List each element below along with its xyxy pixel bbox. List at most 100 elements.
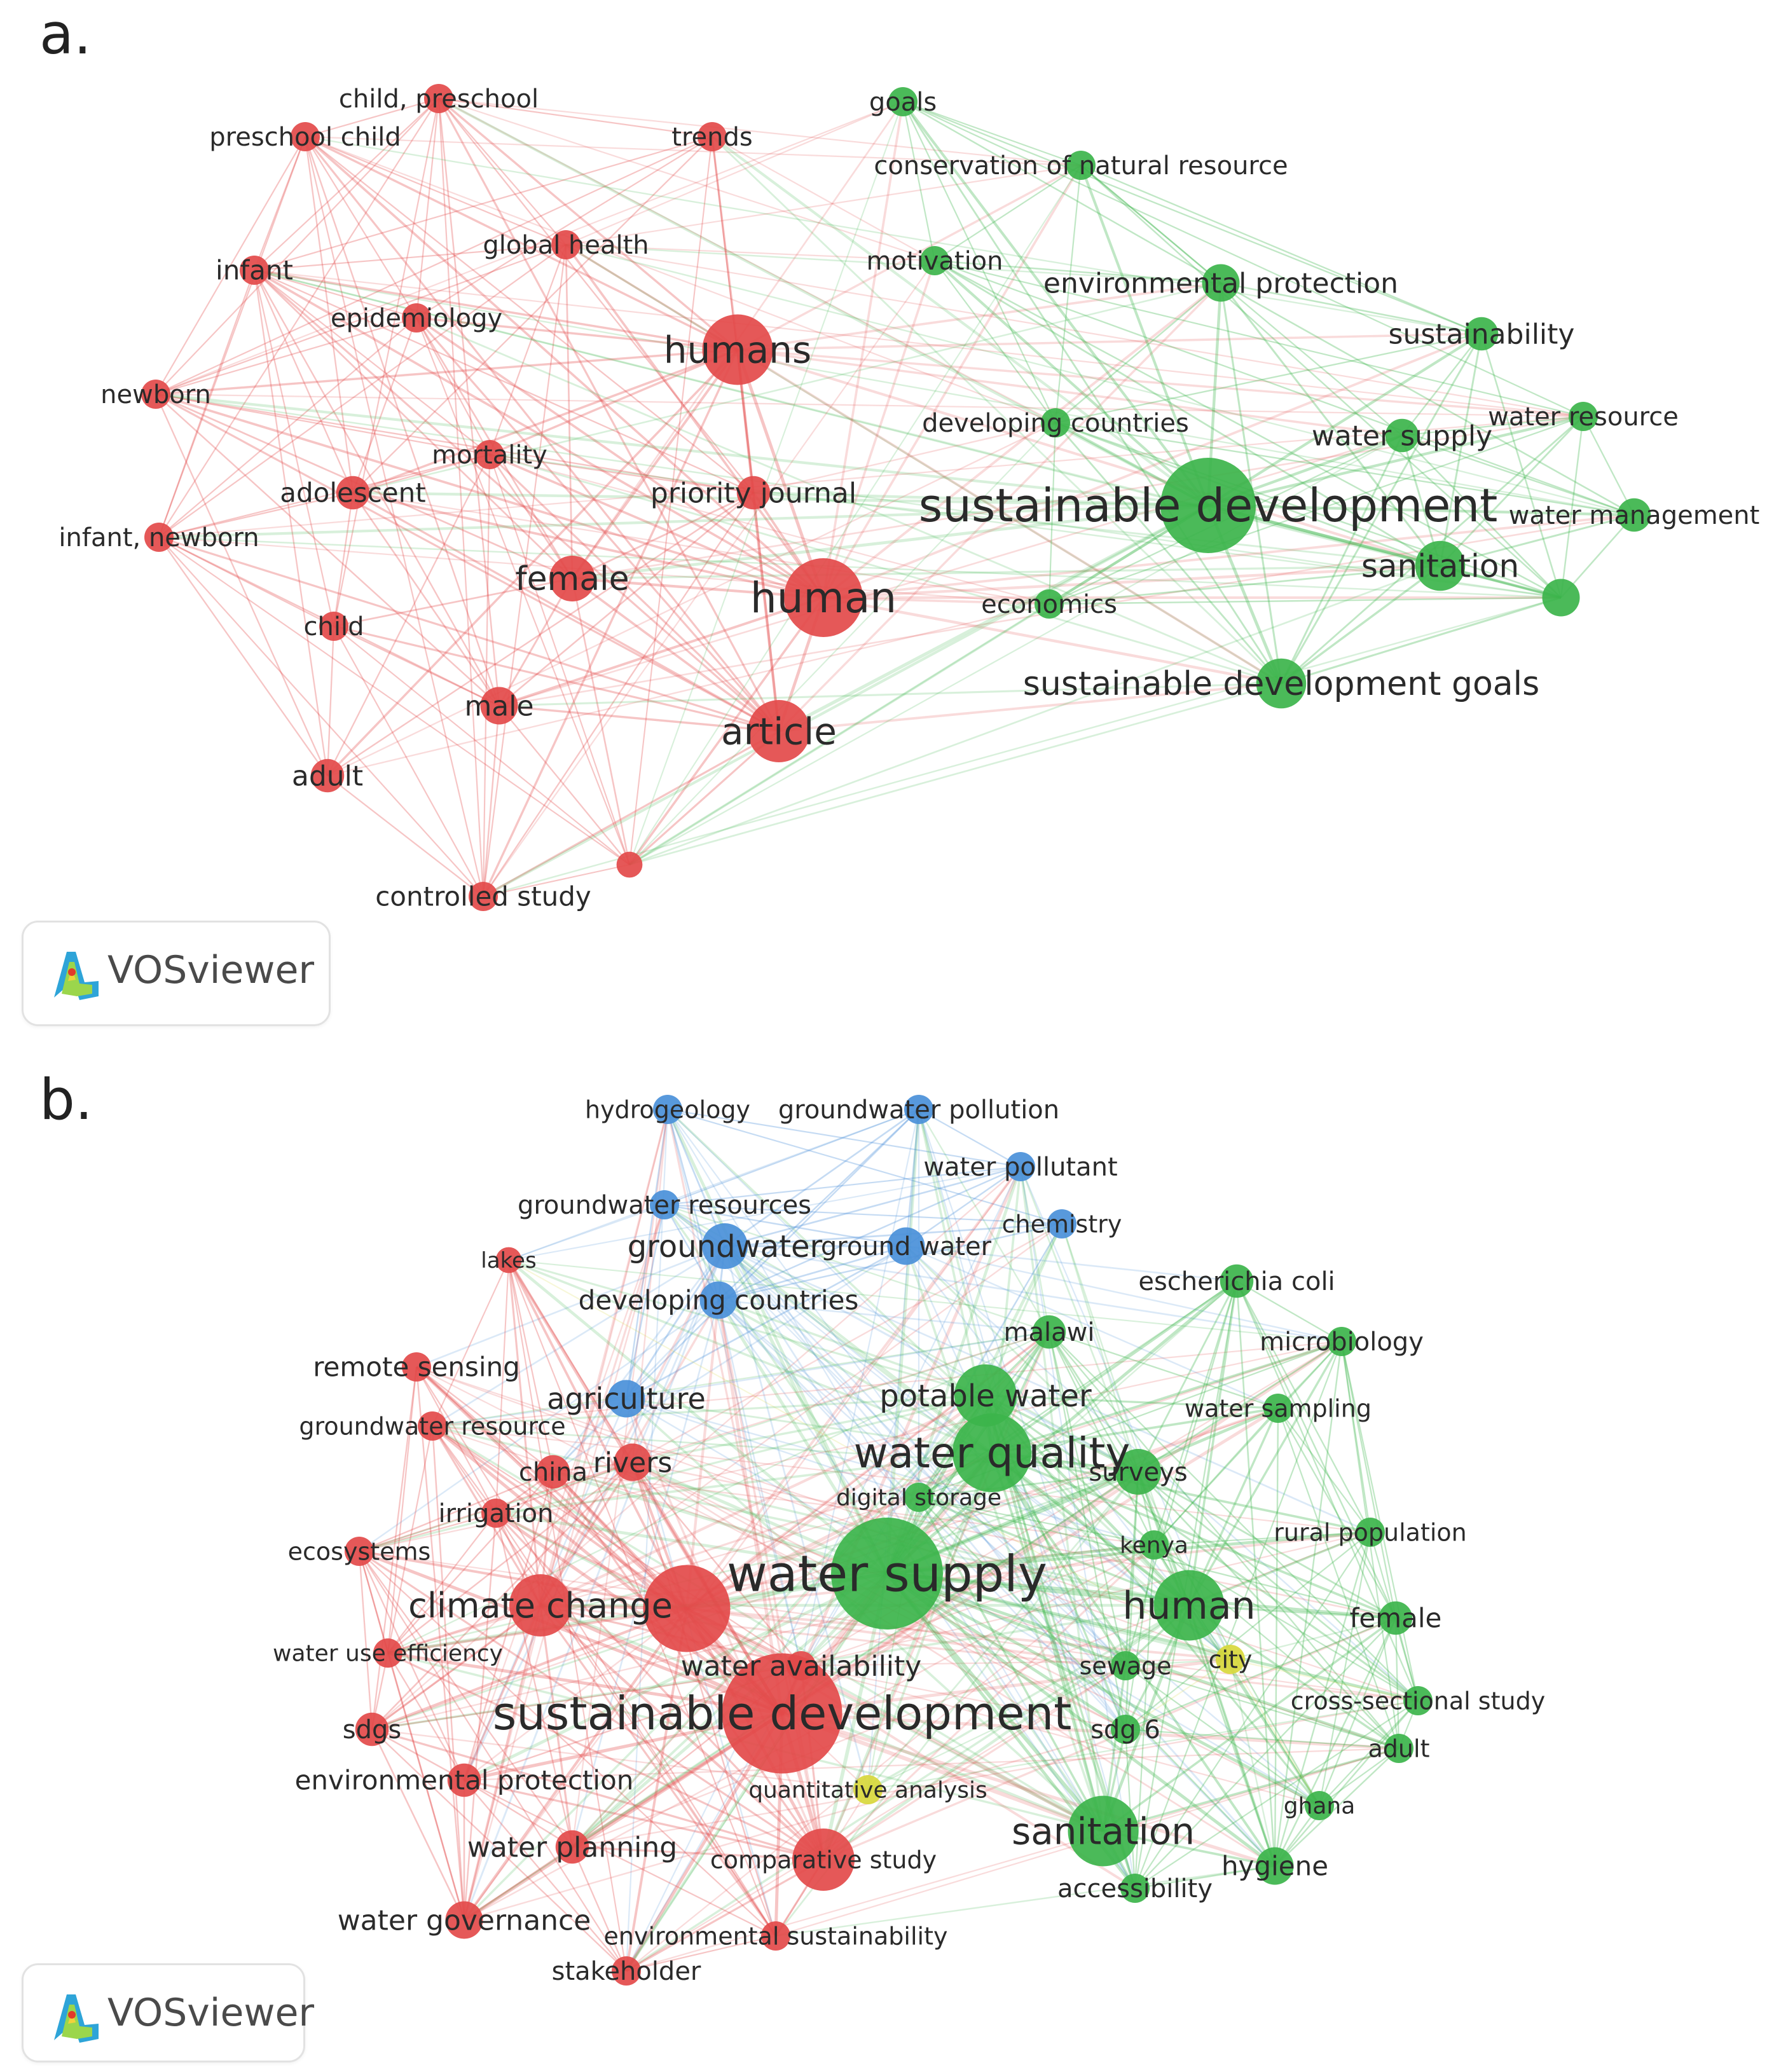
network-link bbox=[1134, 1700, 1419, 1889]
network-link bbox=[483, 504, 1209, 898]
network-node[interactable] bbox=[607, 1380, 645, 1418]
network-node[interactable] bbox=[736, 476, 771, 510]
network-node[interactable] bbox=[1385, 418, 1419, 453]
network-node[interactable] bbox=[831, 1518, 943, 1629]
network-link bbox=[437, 97, 739, 351]
network-link bbox=[488, 244, 567, 455]
network-node[interactable] bbox=[141, 380, 170, 409]
network-node[interactable] bbox=[1263, 1394, 1293, 1423]
network-node[interactable] bbox=[1111, 1715, 1140, 1744]
vosviewer-logo-text: VOSviewer bbox=[107, 948, 315, 992]
network-link bbox=[155, 393, 490, 456]
network-node[interactable] bbox=[853, 1775, 883, 1804]
network-node[interactable] bbox=[1356, 1518, 1385, 1547]
network-link bbox=[991, 1280, 1238, 1454]
network-node[interactable] bbox=[144, 523, 174, 552]
network-link bbox=[507, 1259, 888, 1575]
network-node[interactable] bbox=[480, 687, 518, 725]
network-node[interactable] bbox=[1256, 658, 1307, 709]
network-node[interactable] bbox=[1160, 458, 1256, 553]
network-node[interactable] bbox=[1111, 1651, 1140, 1680]
network-node[interactable] bbox=[1464, 317, 1499, 351]
network-node[interactable] bbox=[1415, 540, 1466, 591]
network-node[interactable] bbox=[336, 476, 370, 510]
network-node[interactable] bbox=[551, 230, 581, 259]
network-node[interactable] bbox=[702, 1223, 748, 1269]
network-node[interactable] bbox=[1115, 1449, 1161, 1495]
network-node[interactable] bbox=[722, 1653, 842, 1774]
network-node[interactable] bbox=[418, 1411, 447, 1441]
network-node[interactable] bbox=[1139, 1530, 1169, 1560]
network-node[interactable] bbox=[653, 1095, 682, 1124]
network-node[interactable] bbox=[481, 1499, 511, 1528]
network-node[interactable] bbox=[310, 758, 345, 793]
network-node[interactable] bbox=[643, 1565, 731, 1652]
network-node[interactable] bbox=[954, 1364, 1017, 1427]
network-node[interactable] bbox=[1202, 264, 1240, 302]
network-node[interactable] bbox=[904, 1095, 933, 1124]
network-node[interactable] bbox=[1220, 1264, 1254, 1298]
network-node[interactable] bbox=[240, 256, 269, 285]
network-node[interactable] bbox=[1256, 1847, 1294, 1885]
network-node[interactable] bbox=[355, 1712, 389, 1746]
network-node[interactable] bbox=[1403, 1686, 1433, 1715]
network-node[interactable] bbox=[952, 1413, 1031, 1492]
network-node[interactable] bbox=[1216, 1645, 1245, 1674]
network-node[interactable] bbox=[445, 1901, 483, 1939]
network-link bbox=[482, 349, 739, 897]
network-node[interactable] bbox=[1153, 1570, 1225, 1641]
network-node[interactable] bbox=[1379, 1601, 1413, 1635]
network-node[interactable] bbox=[549, 556, 595, 601]
network-node[interactable] bbox=[1542, 579, 1580, 617]
network-node[interactable] bbox=[1120, 1874, 1150, 1903]
network-node[interactable] bbox=[345, 1537, 374, 1566]
network-node[interactable] bbox=[612, 1956, 641, 1986]
network-node[interactable] bbox=[555, 1830, 589, 1864]
network-node[interactable] bbox=[1035, 589, 1064, 619]
network-node[interactable] bbox=[1032, 1315, 1066, 1349]
network-node[interactable] bbox=[699, 1281, 738, 1319]
network-node[interactable] bbox=[614, 1443, 652, 1481]
network-link bbox=[918, 1109, 1136, 1889]
network-node[interactable] bbox=[748, 700, 810, 762]
network-link bbox=[489, 454, 630, 865]
network-node[interactable] bbox=[888, 87, 918, 116]
network-node[interactable] bbox=[1068, 1795, 1139, 1867]
network-node[interactable] bbox=[402, 303, 431, 333]
network-node[interactable] bbox=[904, 1483, 933, 1512]
network-node[interactable] bbox=[920, 246, 949, 275]
network-node[interactable] bbox=[402, 1352, 431, 1382]
network-node[interactable] bbox=[702, 314, 773, 385]
network-node[interactable] bbox=[761, 1921, 790, 1951]
network-node[interactable] bbox=[1327, 1327, 1356, 1356]
network-node[interactable] bbox=[1041, 408, 1070, 437]
network-node[interactable] bbox=[469, 882, 498, 911]
network-node[interactable] bbox=[447, 1763, 481, 1797]
vosviewer-badge-a: VOSviewer bbox=[22, 921, 331, 1026]
network-node[interactable] bbox=[698, 122, 727, 151]
network-node[interactable] bbox=[495, 1247, 522, 1273]
network-node[interactable] bbox=[373, 1638, 402, 1668]
network-node[interactable] bbox=[1617, 498, 1651, 532]
network-node[interactable] bbox=[1047, 1209, 1076, 1238]
network-node[interactable] bbox=[291, 122, 320, 151]
network-node[interactable] bbox=[475, 440, 504, 469]
network-node[interactable] bbox=[509, 1574, 572, 1636]
network-node[interactable] bbox=[1384, 1734, 1413, 1763]
node-label: controlled study bbox=[375, 881, 591, 912]
network-link bbox=[781, 1340, 1343, 1715]
network-node[interactable] bbox=[536, 1455, 570, 1489]
network-node[interactable] bbox=[424, 84, 453, 113]
network-node[interactable] bbox=[1305, 1791, 1334, 1820]
network-node[interactable] bbox=[784, 558, 863, 637]
network-node[interactable] bbox=[616, 851, 643, 878]
network-link bbox=[155, 393, 1584, 418]
network-link bbox=[464, 1166, 1021, 1921]
network-node[interactable] bbox=[887, 1227, 925, 1265]
network-node[interactable] bbox=[1006, 1152, 1035, 1181]
network-node[interactable] bbox=[792, 1828, 855, 1891]
network-node[interactable] bbox=[1569, 402, 1598, 431]
network-node[interactable] bbox=[1066, 151, 1096, 180]
network-node[interactable] bbox=[650, 1190, 679, 1219]
network-node[interactable] bbox=[319, 612, 348, 641]
